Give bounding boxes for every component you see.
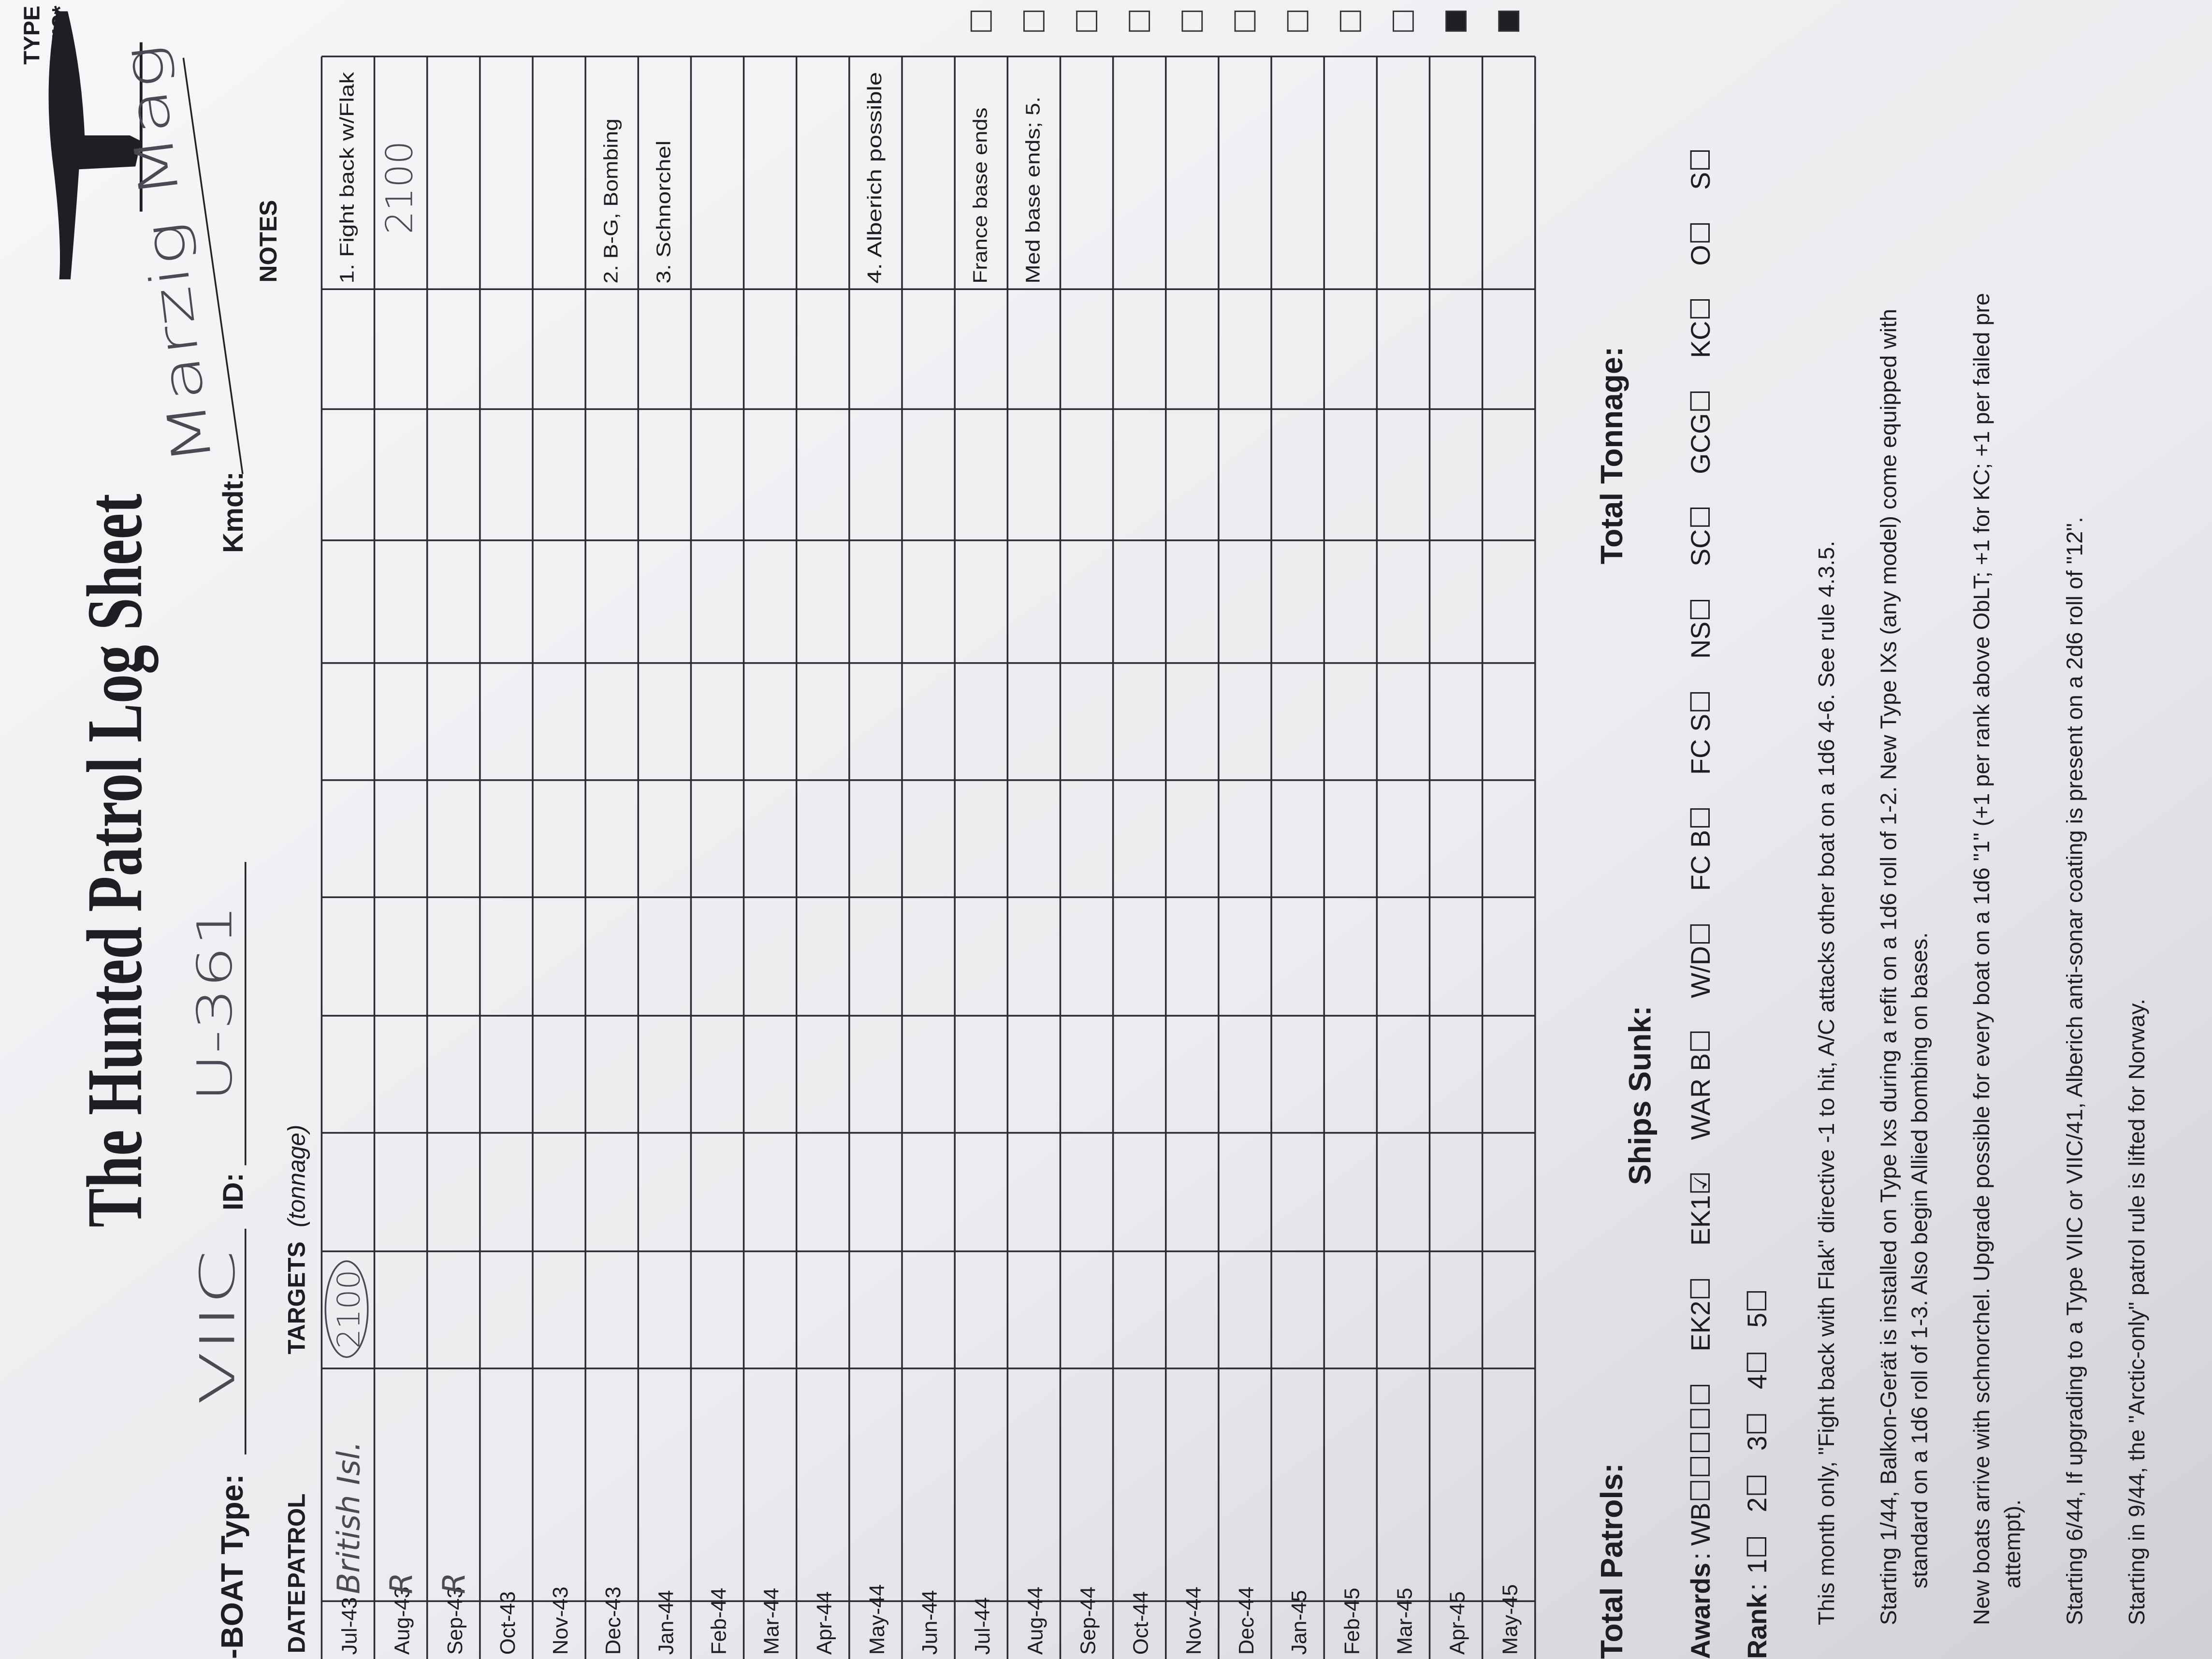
- date-cell: Apr-45: [1446, 1591, 1470, 1655]
- patrol-cell: R: [383, 1572, 420, 1594]
- award-item: GCG☐: [1686, 389, 1716, 474]
- rank-label: Rank: [1742, 1593, 1772, 1659]
- target-circle: [324, 1260, 369, 1358]
- u-boat-silhouette: [48, 11, 141, 279]
- awards-colon: :: [1686, 1552, 1716, 1559]
- type-checkbox: [1234, 10, 1256, 32]
- award-item: SC☐: [1686, 505, 1716, 567]
- date-cell: Apr-44: [813, 1591, 836, 1655]
- footnote-line: standard on a 1d6 roll of 1-3. Also begi…: [1906, 932, 1932, 1588]
- note-cell: France base ends: [969, 107, 991, 283]
- date-header: DATE: [283, 1590, 310, 1653]
- rank-item: 4☐: [1742, 1350, 1772, 1389]
- type-checkbox: [1129, 10, 1150, 32]
- award-item: WAR B☐: [1686, 1029, 1716, 1140]
- award-item: KC☐: [1686, 297, 1716, 358]
- date-cell: Jan-45: [1287, 1590, 1311, 1655]
- type-checkbox: [1181, 10, 1203, 32]
- rank-item: 3☐: [1742, 1412, 1772, 1451]
- award-item: WB☐☐☐☐☐: [1686, 1382, 1716, 1546]
- note-cell: 3. Schnorchel: [653, 141, 675, 284]
- date-cell: Jun-44: [918, 1590, 942, 1655]
- date-cell: Mar-44: [760, 1588, 784, 1655]
- award-item: EK1☑: [1686, 1171, 1716, 1246]
- boat-type-value: VIIC: [190, 1250, 246, 1405]
- boat-type-label: -BOAT Type:: [215, 1474, 249, 1659]
- notes-header: NOTES: [255, 200, 282, 283]
- award-item: FC B☐: [1686, 806, 1716, 891]
- date-cell: Jan-44: [654, 1590, 678, 1655]
- date-cell: Aug-44: [1023, 1586, 1047, 1655]
- patrol-cell: R: [437, 1572, 473, 1594]
- patrol-cell: British Isl.: [331, 1441, 367, 1594]
- rank-item: 1☐: [1742, 1535, 1772, 1574]
- date-cell: Sep-43: [443, 1586, 467, 1655]
- date-cell: Oct-43: [496, 1591, 520, 1655]
- date-cell: Feb-45: [1340, 1588, 1364, 1655]
- total-tonnage: Total Tonnage:: [1594, 347, 1629, 564]
- date-cell: Jul-44: [971, 1597, 994, 1655]
- type-checkbox: [1393, 10, 1414, 32]
- type-checkbox: [970, 10, 992, 32]
- award-item: EK2☐: [1686, 1277, 1716, 1351]
- date-cell: Oct-44: [1129, 1591, 1153, 1655]
- footnote-line: Starting 6/44, If upgrading to a Type VI…: [2062, 517, 2087, 1625]
- date-cell: Feb-44: [707, 1588, 730, 1655]
- footnote-line: New boats arrive with schnorchel. Upgrad…: [1969, 293, 1994, 1625]
- award-item: S☐: [1686, 148, 1716, 190]
- date-cell: Nov-43: [549, 1586, 572, 1655]
- targets-header: TARGETS: [283, 1241, 310, 1354]
- type-checkbox: [1023, 10, 1045, 32]
- id-label: ID:: [218, 1173, 249, 1210]
- note-cell: Med base ends; 5.: [1022, 97, 1044, 284]
- date-cell: Mar-45: [1393, 1588, 1416, 1655]
- date-cell: May-45: [1499, 1584, 1522, 1655]
- target-cell: 2100: [331, 1270, 367, 1349]
- award-item: W/D☐: [1686, 922, 1716, 998]
- footnote-line: Starting 1/44, Balkon-Gerät is installed…: [1876, 309, 1901, 1625]
- date-cell: Dec-44: [1235, 1586, 1258, 1655]
- rank-colon: :: [1742, 1583, 1772, 1590]
- rank-item: 2☐: [1742, 1473, 1772, 1513]
- type-header-sub: XXI?*: [47, 5, 73, 65]
- underline: [182, 58, 244, 474]
- patrol-header: PATROL: [283, 1494, 310, 1589]
- footnote-line: Starting in 9/44, the "Arctic-only" patr…: [2124, 999, 2149, 1625]
- id-value: U-361: [188, 904, 243, 1102]
- targets-unit: (tonnage): [283, 1125, 310, 1227]
- award-item: O☐: [1686, 221, 1716, 266]
- rank-item: 5☐: [1742, 1289, 1772, 1328]
- note-handwritten: 2100: [378, 141, 421, 234]
- type-header: TYPE: [19, 6, 44, 65]
- type-checkbox: [1339, 10, 1361, 32]
- type-checkbox: [1287, 10, 1309, 32]
- date-cell: May-44: [865, 1584, 889, 1655]
- date-cell: Jul-43: [337, 1597, 361, 1655]
- note-cell: 4. Alberich possible: [863, 72, 886, 284]
- awards-label: Awards: [1686, 1563, 1716, 1659]
- type-checkbox: [1498, 10, 1520, 32]
- type-checkbox: [1076, 10, 1097, 32]
- award-item: FC S☐: [1686, 690, 1716, 775]
- sheet-upright: The Hunted Patrol Log Sheet -BOAT Type: …: [19, 5, 2149, 1659]
- date-cell: Dec-43: [601, 1586, 625, 1655]
- type-checkbox: [1445, 10, 1467, 32]
- title: The Hunted Patrol Log Sheet: [71, 494, 159, 1227]
- date-cell: Nov-44: [1182, 1586, 1206, 1655]
- date-cell: Aug-43: [391, 1586, 414, 1655]
- footnote-line: attempt).: [2000, 1499, 2025, 1588]
- total-patrols: Total Patrols:: [1594, 1463, 1629, 1659]
- award-item: NS☐: [1686, 597, 1716, 659]
- footnote-line: This month only, "Fight back with Flak" …: [1814, 541, 1839, 1625]
- kmdt-label: Kmdt:: [218, 471, 249, 553]
- ships-sunk: Ships Sunk:: [1622, 1006, 1657, 1185]
- date-cell: Sep-44: [1077, 1586, 1100, 1655]
- note-cell: 1. Fight back w/Flak: [336, 72, 358, 283]
- note-cell: 2. B-G, Bombing: [599, 118, 622, 283]
